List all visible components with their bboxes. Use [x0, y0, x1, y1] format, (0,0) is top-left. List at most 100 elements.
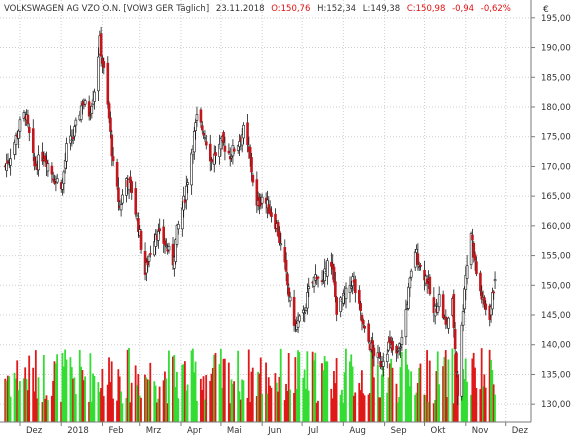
volume-bar [311, 351, 314, 422]
candle-body [385, 353, 389, 362]
volume-bar [100, 388, 102, 422]
candle-body [109, 117, 112, 132]
candle-body [441, 294, 445, 318]
volume-bar [65, 359, 68, 422]
volume-bar [73, 377, 76, 422]
candle-body [447, 317, 450, 329]
volume-bar [443, 356, 446, 422]
volume-bar [335, 358, 338, 422]
volume-bar [41, 402, 44, 422]
candle-body [316, 276, 320, 279]
y-tick-label: 130,00 [541, 400, 571, 410]
header-date: 23.11.2018 [216, 4, 265, 14]
candle-body [190, 152, 193, 186]
volume-bar [354, 392, 357, 422]
volume-bar [406, 364, 409, 422]
candle-body [248, 147, 252, 159]
volume-bar [407, 369, 410, 422]
volume-bar [174, 387, 177, 422]
candle-body [182, 195, 185, 211]
volume-bar [56, 354, 59, 422]
header-high: H:152,34 [317, 4, 356, 14]
volume-bar [54, 363, 57, 422]
candle-body [292, 296, 296, 326]
volume-bar [50, 395, 53, 422]
volume-bar [463, 378, 466, 422]
candle-body [203, 137, 207, 140]
candle-body [204, 141, 208, 146]
candle-body [259, 203, 263, 205]
candle-body [396, 350, 400, 352]
volume-bar [466, 381, 468, 422]
volume-bar [275, 382, 278, 422]
candle-body [362, 320, 365, 325]
candle-body [73, 126, 76, 137]
x-tick-label: Nov [472, 426, 489, 435]
candle-body [303, 312, 307, 314]
candle-body [455, 352, 458, 373]
y-tick-label: 175,00 [541, 133, 571, 143]
volume-bar [491, 370, 494, 422]
volume-bar [302, 377, 305, 422]
candle-body [283, 247, 287, 263]
candle-body [99, 33, 103, 57]
volume-bar [201, 389, 204, 422]
unit-label: € [543, 5, 549, 15]
volume-bar [410, 371, 413, 422]
candle-body [491, 292, 494, 310]
volume-bar [61, 352, 64, 422]
volume-bar [376, 364, 379, 422]
y-tick-label: 140,00 [541, 341, 571, 351]
volume-bar [181, 364, 184, 422]
candle-body [388, 337, 392, 344]
candle-body [119, 204, 123, 211]
candle-body [70, 139, 74, 142]
volume-bar [287, 353, 290, 422]
volume-bar [246, 397, 249, 422]
volume-bar [382, 366, 385, 422]
candle-body [358, 289, 361, 304]
candle-body [307, 286, 311, 290]
candle-body [149, 253, 152, 255]
volume-bar [222, 358, 225, 422]
volume-bar [257, 371, 259, 422]
volume-bar [266, 393, 269, 422]
candle-body [415, 249, 418, 253]
volume-bar [460, 392, 463, 422]
volume-bar [368, 393, 371, 422]
candle-body [74, 119, 78, 126]
volume-bar [134, 365, 137, 422]
volume-bar [387, 377, 390, 422]
volume-bar [294, 357, 297, 422]
volume-bar [432, 403, 435, 422]
volume-bar [110, 361, 113, 422]
candle-body [158, 228, 161, 232]
candle-body [363, 325, 366, 329]
volume-bar [279, 348, 282, 422]
volume-bar [345, 348, 347, 422]
candle-body [350, 286, 353, 289]
volume-bar [44, 398, 47, 422]
volume-bar [452, 403, 455, 422]
volume-bar [444, 350, 447, 422]
candle-body [223, 145, 227, 152]
candle-body [242, 124, 245, 139]
volume-bar [173, 355, 176, 422]
volume-bar [349, 361, 351, 422]
volume-bar [297, 350, 299, 422]
candle-body [404, 309, 408, 338]
volume-bar [438, 384, 440, 422]
candle-body [428, 276, 432, 295]
volume-bar [34, 350, 37, 422]
volume-bar [4, 378, 7, 422]
candle-body [436, 305, 440, 313]
candle-body [63, 160, 67, 169]
candle-body [34, 163, 38, 167]
volume-bar [247, 349, 250, 422]
volume-bar [52, 380, 55, 422]
candle-body [238, 141, 241, 147]
volume-bar [186, 384, 189, 422]
candle-body [452, 294, 456, 328]
volume-layer [4, 347, 496, 422]
volume-bar [211, 367, 214, 422]
